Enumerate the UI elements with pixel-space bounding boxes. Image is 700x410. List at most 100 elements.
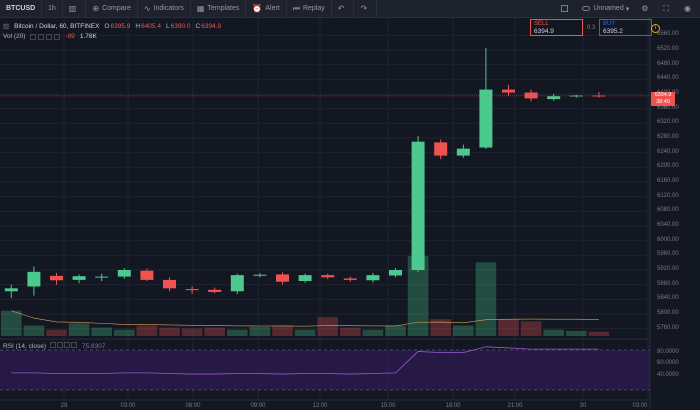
sell-price: 6394.9 [534, 28, 554, 35]
price-tick-label: 5920.00 [657, 266, 679, 272]
candles-icon: ▥ [68, 4, 77, 13]
low-value: 6390.0 [170, 22, 191, 30]
close-label: C [195, 22, 201, 30]
alert-button[interactable]: ⏰ Alert [246, 0, 287, 18]
volume-bar [588, 331, 610, 336]
rsi-legend-buttons[interactable] [50, 342, 78, 350]
price-tick-label: 6080.00 [657, 207, 679, 214]
buy-label: BUY [603, 21, 616, 27]
rsi-value: 75.8307 [82, 342, 106, 350]
gear-icon: ⚙ [641, 4, 649, 13]
time-tick-label: 18:00 [445, 403, 461, 409]
rsi-tick-label: 40.0000 [657, 371, 679, 378]
candle-body [479, 89, 493, 148]
bar-countdown-tag: 38:40 [651, 98, 675, 106]
candle-body [27, 271, 41, 287]
rsi-tick-label: 80.0000 [657, 348, 679, 355]
candle-body [524, 92, 538, 99]
volume-bar [543, 329, 564, 336]
indicators-button[interactable]: ∿ Indicators [138, 0, 191, 18]
volume-bar [430, 319, 451, 336]
price-tick-label: 6360.00 [657, 104, 679, 111]
volume-bar [227, 329, 248, 336]
volume-bars [1, 256, 610, 336]
price-tick-label: 6480.00 [657, 60, 679, 67]
price-tick-label: 5880.00 [657, 280, 679, 287]
interval-button[interactable]: 1h [42, 0, 63, 18]
volume-bar [317, 317, 338, 336]
volume-bar [181, 328, 203, 336]
cloud-icon [582, 6, 591, 11]
volume-ma-line [11, 310, 599, 327]
buy-button[interactable]: BUY 6395.2 [599, 19, 652, 36]
price-tick-label: 6160.00 [657, 178, 679, 184]
price-tick-label: 6120.00 [657, 192, 679, 199]
time-tick-label: 03:00 [632, 403, 648, 409]
indicators-icon: ∿ [143, 4, 151, 13]
undo-button[interactable]: ↶ [332, 0, 355, 18]
candle-body [502, 89, 515, 93]
sell-button[interactable]: SELL 6394.9 [530, 19, 583, 36]
candle-body [366, 275, 380, 281]
top-toolbar: BTCUSD 1h ▥ ⊕ Compare ∿ Indicators ▦ Templa… [0, 0, 700, 18]
sell-label: SELL [534, 21, 549, 27]
symbol-title[interactable]: Bitcoin / Dollar, 60, BITFINEX [14, 22, 100, 30]
compare-button[interactable]: ⊕ Compare [86, 0, 138, 18]
templates-label: Templates [207, 5, 240, 12]
redo-button[interactable]: ↷ [354, 0, 378, 18]
price-tick-label: 5800.00 [657, 310, 679, 316]
price-tick-label: 6200.00 [657, 163, 679, 170]
layout-name: Unnamed [593, 5, 624, 12]
volume-bar [294, 329, 316, 336]
volume-bar [114, 329, 135, 336]
volume-legend: Vol (20) -89 1.78K [3, 33, 97, 40]
time-tick-label: 21:00 [507, 403, 523, 409]
candle-body [117, 270, 131, 277]
candle-body [253, 274, 267, 276]
volume-bar [498, 319, 519, 336]
symbol-search[interactable]: BTCUSD [0, 0, 42, 18]
candle-body [547, 96, 561, 100]
layout-select-icon[interactable] [561, 5, 569, 12]
snapshot-button[interactable]: ◉ [678, 0, 700, 18]
current-price-tag: 6394.9 [651, 91, 675, 99]
trade-widget: SELL 6394.9 0.3 BUY 6395.2 [530, 19, 652, 36]
low-label: L [165, 22, 170, 30]
price-tick-label: 5840.00 [657, 295, 679, 302]
templates-button[interactable]: ▦ Templates [191, 0, 247, 18]
time-tick-label: 12:00 [312, 403, 328, 409]
time-tick-label: 06:00 [185, 403, 201, 409]
chart-type-button[interactable]: ▥ [63, 0, 87, 18]
price-tick-label: 6560.00 [657, 31, 679, 38]
volume-bar [23, 325, 45, 336]
price-tick-label: 6440.00 [657, 75, 679, 82]
volume-bar [453, 325, 474, 336]
replay-button[interactable]: ⏮ Replay [287, 0, 332, 18]
volume-bar [68, 323, 90, 336]
volume-label[interactable]: Vol (20) [3, 33, 26, 40]
compare-label: Compare [102, 5, 131, 12]
volume-bar [340, 327, 361, 336]
settings-button[interactable]: ⚙ [635, 0, 657, 18]
volume-bar [272, 325, 293, 336]
rsi-label[interactable]: RSI (14, close) [3, 342, 46, 350]
layout-name-button[interactable]: Unnamed ▾ [576, 5, 635, 13]
price-tick-label: 6320.00 [657, 119, 679, 126]
volume-bar [159, 327, 180, 336]
templates-icon: ▦ [196, 4, 205, 13]
volume-legend-buttons[interactable] [30, 33, 61, 40]
price-tick-label: 6240.00 [657, 148, 679, 155]
volume-bar [204, 327, 225, 336]
candle-body [163, 279, 176, 289]
redo-icon: ↷ [360, 4, 368, 13]
candle-body [185, 289, 199, 291]
rsi-tick-label: 60.0000 [657, 360, 679, 367]
info-icon[interactable]: i [651, 24, 660, 33]
candle-body [434, 142, 448, 156]
fullscreen-button[interactable]: ⛶ [657, 0, 678, 18]
time-tick-label: 03:00 [120, 403, 136, 409]
price-tick-label: 6520.00 [657, 46, 679, 52]
price-tick-label: 5760.00 [657, 324, 679, 331]
volume-bar [136, 325, 158, 336]
